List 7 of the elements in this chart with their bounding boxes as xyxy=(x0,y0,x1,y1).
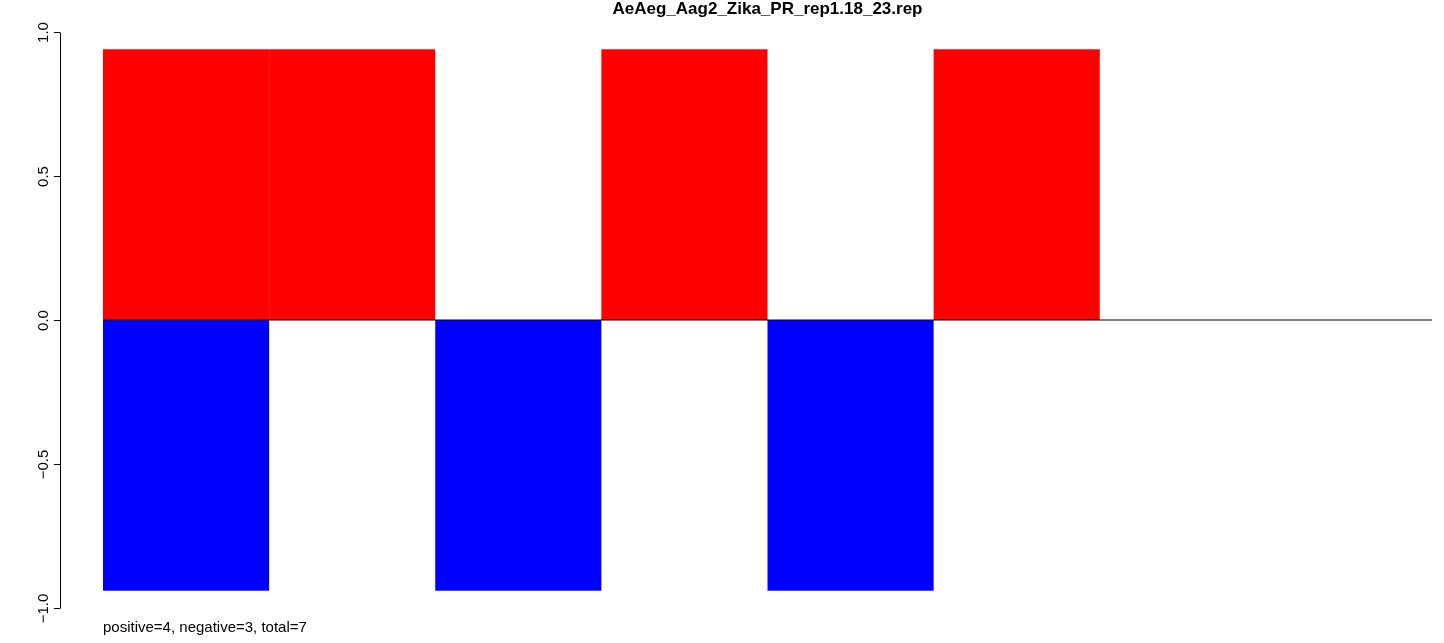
y-tick-label: 1.0 xyxy=(34,22,51,43)
chart-title: AeAeg_Aag2_Zika_PR_rep1.18_23.rep xyxy=(612,0,923,18)
y-tick-label: −0.5 xyxy=(34,449,51,480)
y-tick-label: −1.0 xyxy=(34,593,51,624)
y-tick-label: 0.0 xyxy=(34,310,51,331)
y-tick-label: 0.5 xyxy=(34,166,51,187)
text: positive=4, negative=3, total=7 xyxy=(103,618,307,635)
